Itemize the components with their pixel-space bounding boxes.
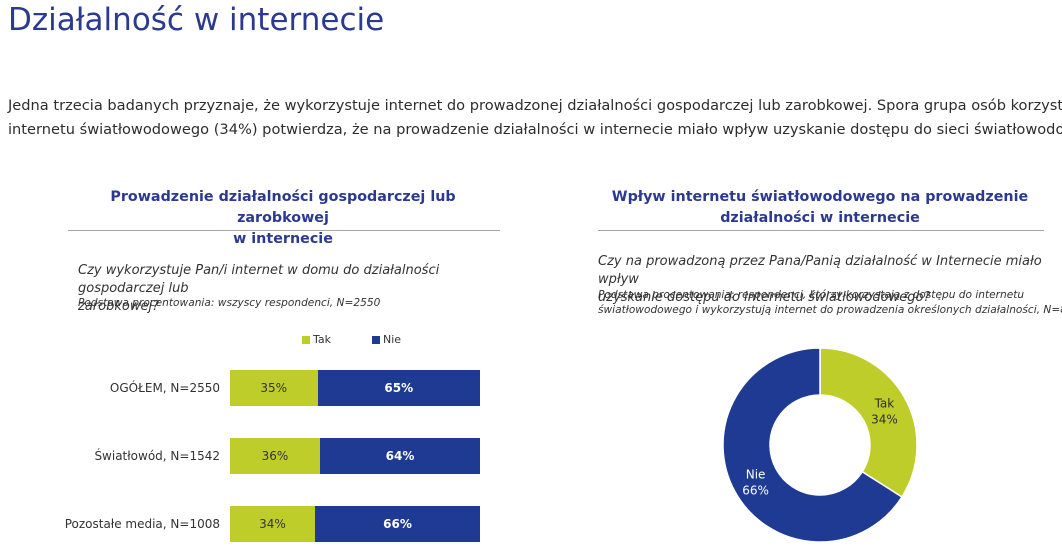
bar-category-label: Pozostałe media, N=1008 [64, 517, 220, 531]
donut-chart-title: Wpływ internetu światłowodowego na prowa… [600, 187, 1040, 229]
bar-segment-tak: 36% [230, 438, 320, 474]
bar-chart-title-line: Prowadzenie działalności gospodarczej lu… [110, 189, 456, 226]
donut-chart-title-line: Wpływ internetu światłowodowego na prowa… [611, 189, 1029, 205]
intro-line: Jedna trzecia badanych przyznaje, że wyk… [8, 97, 1062, 114]
donut-chart-basis: Podstawa procentowania: respondenci, któ… [598, 288, 1062, 318]
legend-swatch-nie [372, 336, 380, 344]
bar-segment-tak: 35% [230, 370, 318, 406]
bar-chart-divider [68, 230, 500, 231]
donut-slice-value-label: 34% [871, 413, 898, 427]
intro-paragraph: Jedna trzecia badanych przyznaje, że wyk… [8, 94, 1062, 142]
donut-chart-question-line: Czy na prowadzoną przez Pana/Panią dział… [598, 254, 1042, 287]
bar-chart-question: Czy wykorzystuje Pan/i internet w domu d… [78, 262, 518, 316]
bar-chart-title: Prowadzenie działalności gospodarczej lu… [68, 187, 498, 250]
bar-value-label: 66% [383, 517, 412, 531]
bar-segment-nie: 64% [320, 438, 480, 474]
donut-chart-question-line: uzyskanie dostępu do internetu światłowo… [598, 290, 931, 305]
bar-value-label: 35% [260, 381, 288, 395]
donut-slice-nie [722, 347, 903, 543]
legend-item-nie: Nie [372, 333, 401, 346]
donut-chart-basis-line: Podstawa procentowania: respondenci, któ… [598, 289, 1025, 301]
bar-segment-tak: 34% [230, 506, 315, 542]
donut-chart-title-line: działalności w internecie [720, 210, 920, 226]
bar-chart-question-line: Czy wykorzystuje Pan/i internet w domu d… [78, 263, 440, 296]
bar-value-label: 36% [261, 449, 289, 463]
legend-swatch-tak [302, 336, 310, 344]
bar-chart-question-line: zarobkowej? [78, 299, 159, 314]
intro-line: internetu światłowodowego (34%) potwierd… [8, 121, 1062, 138]
donut-chart-divider [598, 230, 1044, 231]
bar-chart-basis: Podstawa procentowania: wszyscy responde… [78, 297, 381, 309]
donut-slice-name-label: Tak [874, 397, 895, 411]
donut-slice-tak [819, 347, 918, 499]
bar-chart-title-line: w internecie [233, 231, 333, 247]
donut-chart-question: Czy na prowadzoną przez Pana/Panią dział… [598, 253, 1058, 307]
bar-category-label: OGÓŁEM, N=2550 [109, 381, 220, 395]
bar-category-label: Światłowód, N=1542 [94, 449, 220, 463]
donut-chart: Tak 34% Nie 66% [722, 347, 918, 543]
bar-value-label: 64% [385, 449, 415, 463]
legend-label-nie: Nie [383, 333, 402, 346]
donut-slice-name-label: Nie [746, 467, 766, 481]
legend-item-tak: Tak [302, 333, 331, 346]
donut-slice-value-label: 66% [742, 483, 769, 497]
bar-value-label: 65% [384, 381, 414, 395]
legend-label-tak: Tak [313, 333, 332, 346]
bar-segment-nie: 66% [315, 506, 480, 542]
donut-chart-basis-line: światłowodowego i wykorzystują internet … [598, 304, 1062, 316]
bar-segment-nie: 65% [317, 370, 480, 406]
page-title: Działalność w internecie [8, 2, 385, 38]
bar-value-label: 34% [259, 517, 286, 531]
